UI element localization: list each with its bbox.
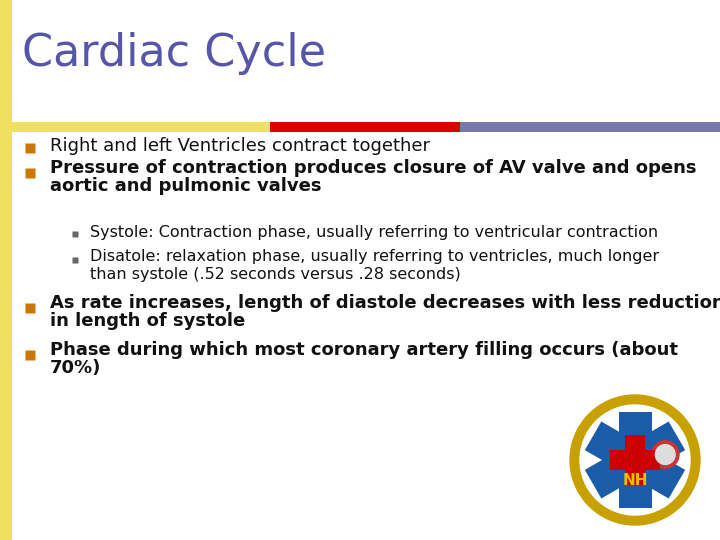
Text: aortic and pulmonic valves: aortic and pulmonic valves	[50, 177, 322, 195]
Text: Cardiac Cycle: Cardiac Cycle	[22, 32, 326, 75]
Text: Phase during which most coronary artery filling occurs (about: Phase during which most coronary artery …	[50, 341, 678, 359]
Text: Right and left Ventricles contract together: Right and left Ventricles contract toget…	[50, 137, 430, 155]
Polygon shape	[611, 450, 660, 470]
Text: in length of systole: in length of systole	[50, 312, 246, 330]
Text: As rate increases, length of diastole decreases with less reduction: As rate increases, length of diastole de…	[50, 294, 720, 312]
Polygon shape	[625, 435, 645, 485]
Text: NH: NH	[622, 474, 648, 488]
Text: Systole: Contraction phase, usually referring to ventricular contraction: Systole: Contraction phase, usually refe…	[90, 225, 658, 240]
Circle shape	[580, 405, 690, 515]
Polygon shape	[585, 422, 685, 498]
Text: 70%): 70%)	[50, 359, 102, 377]
Polygon shape	[585, 422, 685, 498]
Bar	[270, 122, 460, 132]
Circle shape	[655, 444, 675, 464]
Text: than systole (.52 seconds versus .28 seconds): than systole (.52 seconds versus .28 sec…	[90, 267, 461, 282]
Polygon shape	[618, 411, 652, 508]
Circle shape	[652, 441, 679, 468]
Bar	[460, 122, 720, 132]
Circle shape	[570, 395, 700, 525]
Text: 🏔: 🏔	[629, 442, 641, 461]
Text: Pressure of contraction produces closure of AV valve and opens: Pressure of contraction produces closure…	[50, 159, 696, 177]
Bar	[0, 122, 270, 132]
Text: Disatole: relaxation phase, usually referring to ventricles, much longer: Disatole: relaxation phase, usually refe…	[90, 249, 659, 264]
Bar	[0, 0, 12, 540]
